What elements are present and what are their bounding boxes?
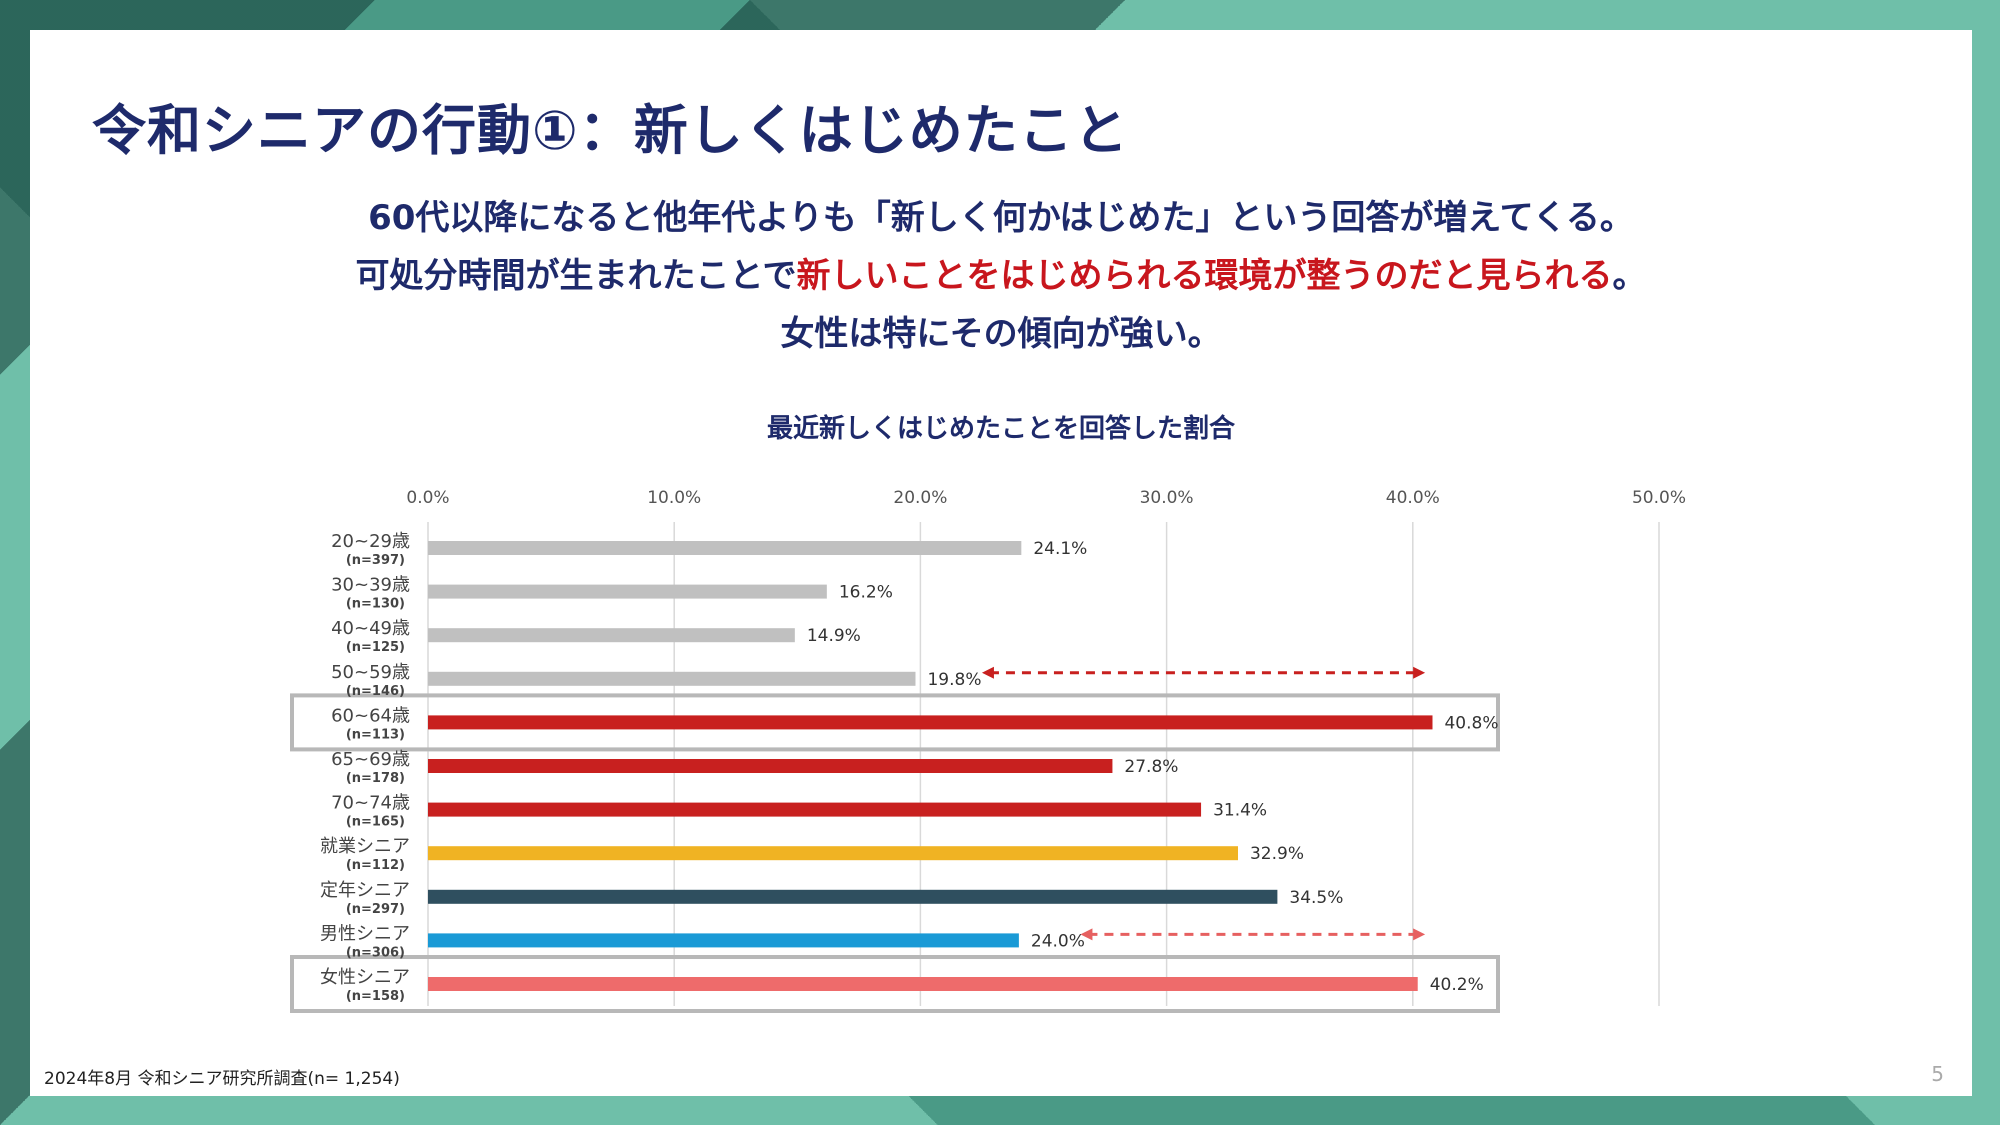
category-label: 女性シニア	[320, 967, 410, 988]
category-n-label: (n=125)	[346, 640, 405, 655]
bar-value-label: 32.9%	[1250, 844, 1304, 864]
bar	[428, 584, 827, 599]
category-label: 30~39歳	[331, 575, 410, 596]
x-tick-label: 30.0%	[1140, 488, 1194, 508]
chart-title: 最近新しくはじめたことを回答した割合	[766, 414, 1235, 444]
category-label: 60~64歳	[331, 705, 410, 726]
bar-value-label: 40.8%	[1444, 713, 1498, 733]
bar-chart: 0.0% 10.0% 20.0% 30.0% 40.0% 50.0% 24.1% 20~29歳…	[290, 488, 1686, 1013]
bar-value-label: 27.8%	[1124, 757, 1178, 777]
category-n-label: (n=146)	[346, 684, 405, 699]
highlight-box	[290, 693, 1500, 752]
category-label: 65~69歳	[331, 749, 410, 770]
comparison-arrow-head-right	[1413, 928, 1426, 941]
lead-line-1: 60代以降になると他年代よりも「新しく何かはじめた」という回答が増えてくる。	[368, 198, 1634, 238]
bar	[428, 933, 1019, 948]
bar-value-label: 24.0%	[1031, 931, 1085, 951]
lead-line-2-post: 。	[1612, 256, 1647, 296]
category-label: 70~74歳	[331, 793, 410, 814]
category-label: 男性シニア	[320, 923, 410, 944]
bar-value-label: 14.9%	[807, 626, 861, 646]
category-n-label: (n=397)	[346, 553, 405, 568]
slide: 令和シニアの行動①：新しくはじめたこと 60代以降になると他年代よりも「新しく何…	[30, 30, 1972, 1096]
bar	[428, 628, 795, 643]
comparison-arrow-head-left	[981, 666, 994, 679]
comparison-arrow-head-left	[1080, 928, 1093, 941]
category-label: 40~49歳	[331, 618, 410, 639]
category-label: 20~29歳	[331, 531, 410, 552]
bar-value-label: 31.4%	[1213, 801, 1267, 821]
bar	[428, 671, 916, 686]
comparison-arrow-head-right	[1413, 666, 1426, 679]
category-label: 就業シニア	[320, 836, 410, 857]
bar	[428, 846, 1238, 861]
bar-value-label: 16.2%	[839, 583, 893, 603]
lead-line-3: 女性は特にその傾向が強い。	[780, 314, 1222, 354]
category-n-label: (n=306)	[346, 945, 405, 960]
category-n-label: (n=112)	[346, 858, 405, 873]
bar-value-label: 34.5%	[1289, 888, 1343, 908]
bar	[428, 759, 1113, 773]
bar-value-label: 24.1%	[1033, 539, 1087, 559]
bar	[428, 889, 1278, 904]
category-n-label: (n=178)	[346, 771, 405, 786]
bar	[428, 802, 1202, 817]
slide-title: 令和シニアの行動①：新しくはじめたこと	[92, 99, 1129, 162]
bar	[428, 541, 1022, 555]
category-n-label: (n=297)	[346, 902, 405, 917]
x-tick-label: 50.0%	[1632, 488, 1686, 508]
x-tick-label: 0.0%	[406, 488, 449, 508]
bar	[428, 715, 1433, 730]
category-label: 50~59歳	[331, 662, 410, 683]
bar	[428, 977, 1418, 991]
category-n-label: (n=113)	[346, 727, 405, 742]
x-tick-label: 20.0%	[893, 488, 947, 508]
category-n-label: (n=165)	[346, 815, 405, 830]
page-number: 5	[1931, 1062, 1944, 1086]
lead-line-2: 可処分時間が生まれたことで新しいことをはじめられる環境が整うのだと見られる。	[30, 248, 1972, 297]
footnote: 2024年8月 令和シニア研究所調査(n= 1,254)	[44, 1069, 400, 1089]
bar-value-label: 40.2%	[1430, 975, 1484, 995]
highlight-box	[290, 955, 1500, 1013]
category-n-label: (n=158)	[346, 989, 405, 1004]
bar-value-label: 19.8%	[927, 670, 981, 690]
lead-line-2-pre: 可処分時間が生まれたことで	[355, 256, 797, 296]
x-tick-label: 40.0%	[1386, 488, 1440, 508]
lead-line-2-highlight: 新しいことをはじめられる環境が整うのだと見られる	[796, 256, 1613, 296]
category-label: 定年シニア	[320, 880, 410, 901]
category-n-label: (n=130)	[346, 597, 405, 612]
x-tick-label: 10.0%	[647, 488, 701, 508]
